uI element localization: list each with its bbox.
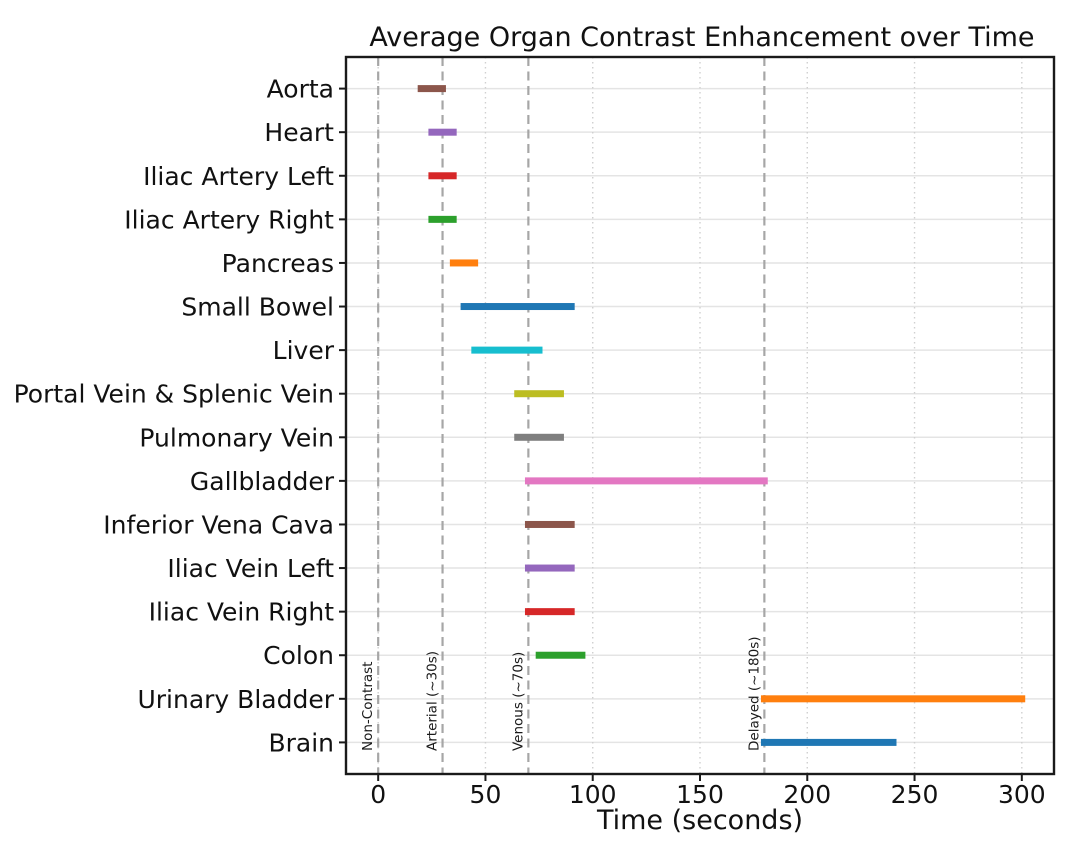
bar-iliac-vein-right [524, 608, 575, 616]
y-tick-label-iliac-vein-left: Iliac Vein Left [167, 554, 334, 583]
phase-label-venous-70s: Venous (~70s) [510, 652, 526, 751]
bar-gallbladder [524, 477, 768, 485]
bar-iliac-artery-left [428, 172, 457, 180]
y-tick-label-small-bowel: Small Bowel [181, 293, 334, 322]
y-tick-label-aorta: Aorta [267, 75, 334, 104]
y-tick-label-urinary-bladder: Urinary Bladder [137, 685, 334, 714]
bar-portal-vein-splenic-vein [514, 390, 564, 398]
bar-colon [535, 651, 586, 659]
x-tick-label-50: 50 [470, 780, 502, 809]
y-tick-label-inferior-vena-cava: Inferior Vena Cava [103, 510, 334, 539]
y-tick-label-colon: Colon [263, 641, 334, 670]
y-tick-label-heart: Heart [264, 118, 334, 147]
x-axis-label: Time (seconds) [596, 805, 803, 836]
bar-small-bowel [460, 303, 575, 311]
bar-liver [471, 346, 543, 354]
bar-aorta [417, 85, 446, 93]
bar-urinary-bladder [760, 695, 1026, 703]
plot-area: Non-Contrast Arterial (~30s) Venous (~70s)… [14, 55, 1056, 809]
y-tick-label-pancreas: Pancreas [222, 249, 334, 278]
y-tick-label-liver: Liver [273, 336, 335, 365]
x-tick-label-300: 300 [998, 780, 1046, 809]
phase-label-arterial-30s: Arterial (~30s) [425, 651, 441, 751]
bar-iliac-vein-left [524, 564, 575, 572]
bar-pulmonary-vein [514, 433, 564, 441]
y-tick-label-pulmonary-vein: Pulmonary Vein [139, 423, 334, 452]
bar-pancreas [449, 259, 479, 267]
x-tick-label-250: 250 [891, 780, 939, 809]
bar-inferior-vena-cava [524, 520, 575, 528]
y-tick-label-iliac-vein-right: Iliac Vein Right [149, 598, 335, 627]
y-tick-label-gallbladder: Gallbladder [190, 467, 335, 496]
y-tick-label-iliac-artery-left: Iliac Artery Left [143, 162, 334, 191]
x-tick-label-0: 0 [370, 780, 386, 809]
chart-title: Average Organ Contrast Enhancement over … [369, 22, 1034, 53]
x-tick-label-200: 200 [783, 780, 831, 809]
phase-label-non-contrast: Non-Contrast [360, 662, 376, 751]
bar-brain [760, 738, 897, 746]
x-tick-label-100: 100 [569, 780, 617, 809]
x-tick-label-150: 150 [676, 780, 724, 809]
y-tick-label-iliac-artery-right: Iliac Artery Right [124, 205, 334, 234]
phase-label-delayed-180s: Delayed (~180s) [746, 636, 762, 751]
y-tick-label-brain: Brain [268, 728, 334, 757]
bar-heart [428, 128, 457, 136]
y-tick-label-portal-vein-splenic-vein: Portal Vein & Splenic Vein [14, 380, 334, 409]
bar-iliac-artery-right [428, 215, 457, 223]
